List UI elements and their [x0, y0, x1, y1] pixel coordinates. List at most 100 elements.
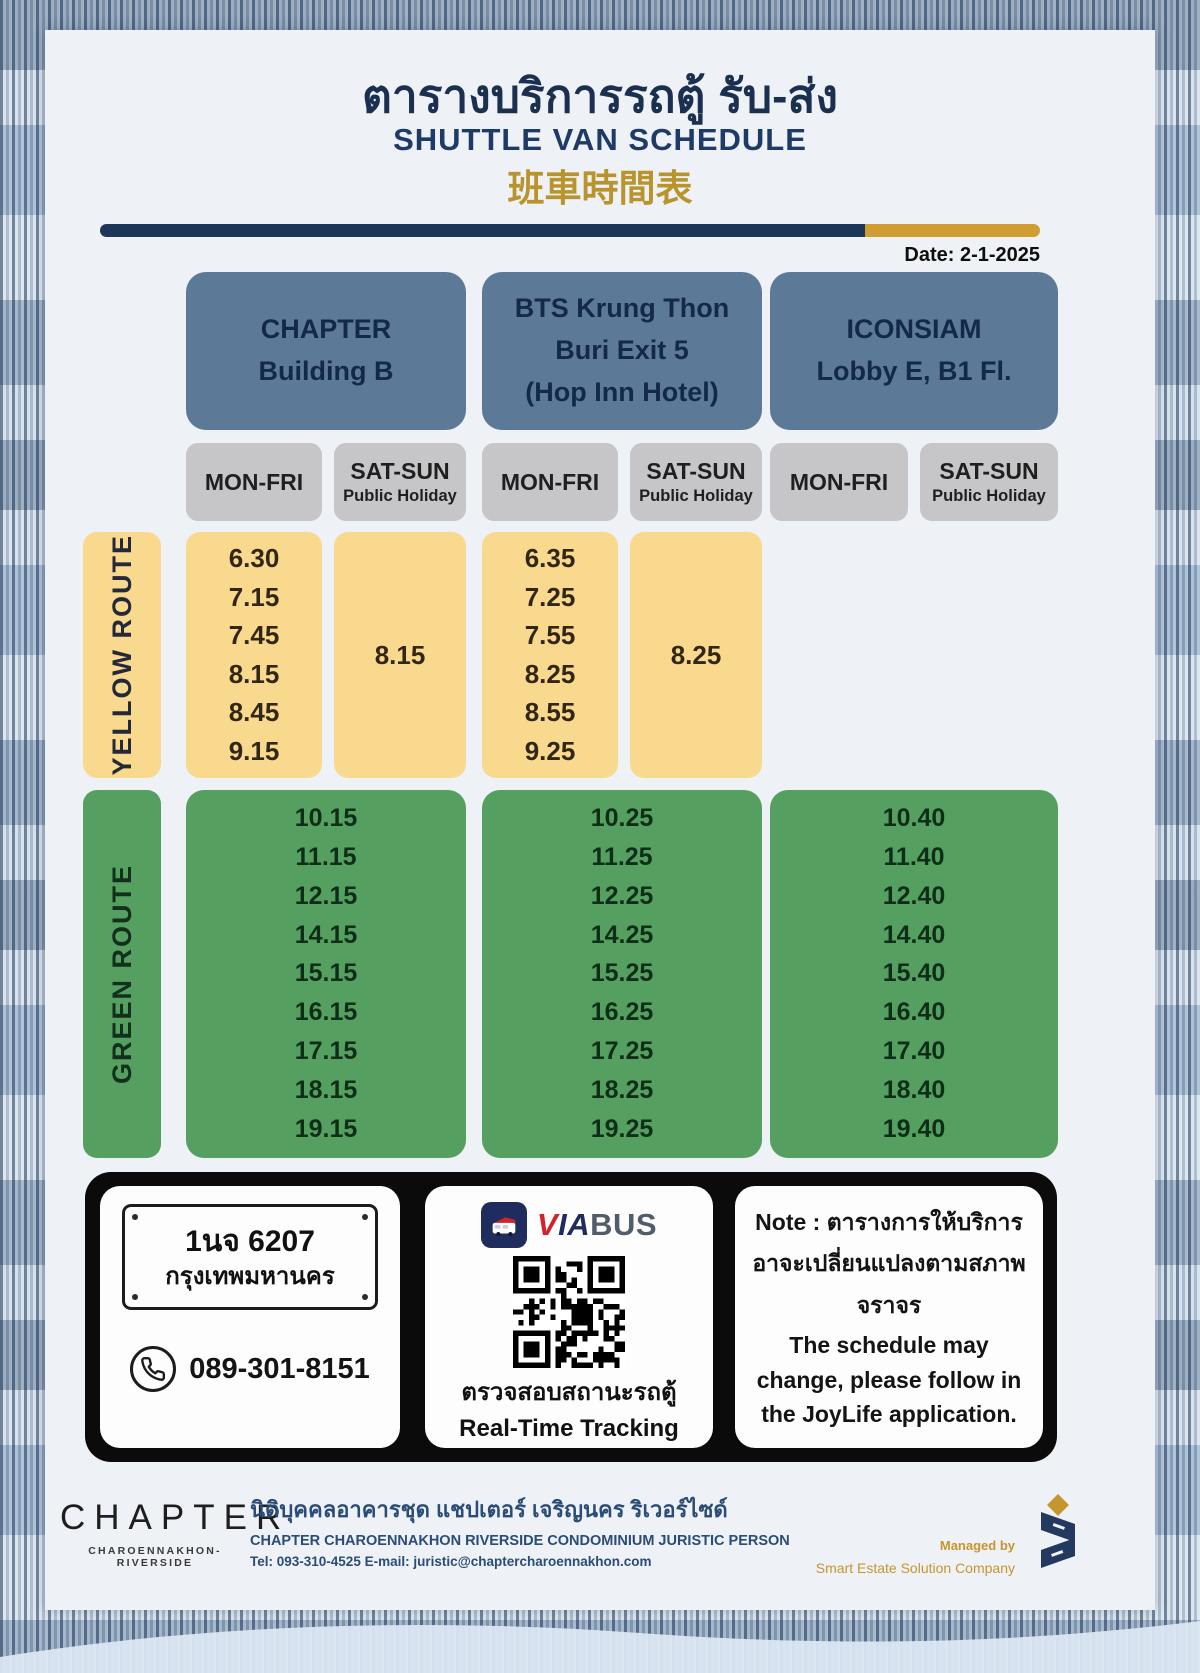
plate-province: กรุงเทพมหานคร: [165, 1262, 335, 1290]
day-header-sublabel: Public Holiday: [932, 487, 1046, 505]
yellow-route-label-text: YELLOW ROUTE: [106, 534, 137, 776]
managed-by-company: Smart Estate Solution Company: [815, 1560, 1015, 1576]
viabus-wordmark-v: V: [536, 1207, 559, 1242]
viabus-wordmark-ia: IA: [558, 1207, 591, 1242]
day-header-sublabel: Public Holiday: [343, 487, 457, 505]
day-header-bts-weekday: MON-FRI: [482, 443, 618, 521]
day-header-iconsiam-weekend: SAT-SUN Public Holiday: [920, 443, 1058, 521]
title-thai: ตารางบริการรถตู้ รับ-ส่ง: [362, 70, 838, 122]
divider-bar: [100, 224, 1040, 237]
day-header-iconsiam-weekday: MON-FRI: [770, 443, 908, 521]
time-value: 15.25: [590, 959, 654, 988]
green-times-iconsiam: 10.40 11.40 12.40 14.40 15.40 16.40 17.40 18.40…: [770, 790, 1058, 1158]
bottom-wave-decoration: [0, 1621, 1200, 1673]
time-value: 11.25: [591, 842, 653, 871]
green-route-label: GREEN ROUTE: [83, 790, 161, 1158]
day-header-sublabel: Public Holiday: [639, 487, 753, 505]
plate-number: 1นจ 6207: [185, 1224, 315, 1258]
time-value: 14.15: [294, 920, 358, 949]
time-value: 11.40: [883, 842, 945, 871]
plate-bolt: [362, 1294, 368, 1300]
smart-estate-logo: [1041, 1494, 1075, 1568]
time-value: 7.15: [228, 581, 280, 612]
time-value: 17.15: [294, 1037, 358, 1066]
info-band: 1นจ 6207 กรุงเทพมหานคร 089-301-8151: [85, 1172, 1057, 1462]
plate-bolt: [132, 1214, 138, 1220]
time-value: 16.40: [882, 998, 946, 1027]
juristic-name-english: CHAPTER CHAROENNAKHON RIVERSIDE CONDOMIN…: [250, 1533, 790, 1549]
time-value: 18.40: [882, 1076, 946, 1105]
plate-bolt: [362, 1214, 368, 1220]
van-info-card: 1นจ 6207 กรุงเทพมหานคร 089-301-8151: [100, 1186, 400, 1448]
qr-finder-patterns: [513, 1256, 625, 1368]
day-header-label: MON-FRI: [500, 468, 600, 495]
yellow-times-bts-weekday: 6.35 7.25 7.55 8.25 8.55 9.25: [482, 532, 618, 778]
note-card: Note : ตารางการให้บริการ อาจะเปลี่ยนแปลง…: [735, 1186, 1043, 1448]
time-value: 8.25: [524, 658, 576, 689]
managed-by-block: Managed by Smart Estate Solution Company: [785, 1538, 1015, 1576]
time-value: 17.25: [590, 1037, 654, 1066]
time-value: 8.45: [228, 697, 280, 728]
green-route-label-text: GREEN ROUTE: [106, 863, 137, 1085]
time-value: 6.35: [524, 543, 576, 574]
time-value: 19.40: [882, 1115, 946, 1144]
viabus-brand-row: VIABUS: [425, 1202, 713, 1248]
location-header-iconsiam: ICONSIAM Lobby E, B1 Fl.: [770, 272, 1058, 430]
green-times-chapter: 10.15 11.15 12.15 14.15 15.15 16.15 17.15 18.15…: [186, 790, 466, 1158]
managed-by-label: Managed by: [939, 1538, 1015, 1553]
day-header-chapter-weekend: SAT-SUN Public Holiday: [334, 443, 466, 521]
title-english: SHUTTLE VAN SCHEDULE: [393, 122, 807, 157]
note-text-thai: Note : ตารางการให้บริการ อาจะเปลี่ยนแปลง…: [752, 1209, 1026, 1318]
time-value: 15.15: [294, 959, 358, 988]
yellow-times-chapter-weekday: 6.30 7.15 7.45 8.15 8.45 9.15: [186, 532, 322, 778]
phone-icon: [130, 1346, 177, 1392]
time-value: 11.15: [295, 842, 357, 871]
day-header-label: SAT-SUN: [646, 458, 746, 484]
tracking-label-english: Real-Time Tracking: [459, 1415, 679, 1442]
time-value: 16.25: [590, 998, 654, 1027]
time-value: 8.55: [524, 697, 576, 728]
yellow-times-bts-weekend: 8.25: [630, 532, 762, 778]
day-header-label: SAT-SUN: [939, 458, 1039, 484]
time-value: 8.15: [228, 658, 280, 689]
day-header-label: MON-FRI: [204, 468, 304, 495]
tracking-label-thai: ตรวจสอบสถานะรถตู้: [461, 1379, 677, 1406]
day-header-chapter-weekday: MON-FRI: [186, 443, 322, 521]
time-value: 12.40: [882, 881, 946, 910]
plate-bolt: [132, 1294, 138, 1300]
title-chinese: 班車時間表: [507, 168, 693, 209]
time-value: 9.25: [524, 735, 576, 766]
time-value: 8.15: [374, 639, 426, 670]
time-value: 19.25: [590, 1115, 654, 1144]
time-value: 7.55: [524, 620, 576, 651]
time-value: 6.30: [228, 543, 280, 574]
time-value: 16.15: [294, 998, 358, 1027]
chapter-logo-wordmark: CHAPTER: [60, 1498, 291, 1537]
time-value: 12.25: [590, 881, 654, 910]
juristic-contact: Tel: 093-310-4525 E-mail: juristic@chapt…: [250, 1554, 652, 1569]
time-value: 17.40: [882, 1037, 946, 1066]
date-label: Date: 2-1-2025: [904, 244, 1040, 266]
yellow-times-chapter-weekend: 8.15: [334, 532, 466, 778]
day-header-bts-weekend: SAT-SUN Public Holiday: [630, 443, 762, 521]
viabus-app-icon: [480, 1202, 527, 1248]
license-plate: 1นจ 6207 กรุงเทพมหานคร: [122, 1204, 378, 1310]
viabus-wordmark-bus: BUS: [590, 1207, 658, 1242]
juristic-name-thai: นิติบุคคลอาคารชุด แชปเตอร์ เจริญนคร ริเว…: [250, 1497, 728, 1522]
phone-row: 089-301-8151: [100, 1346, 400, 1392]
time-value: 14.25: [590, 920, 654, 949]
time-value: 15.40: [882, 959, 946, 988]
viabus-wordmark: VIABUS: [537, 1207, 657, 1243]
time-value: 10.25: [590, 803, 654, 832]
time-value: 14.40: [882, 920, 946, 949]
time-value: 9.15: [228, 735, 280, 766]
yellow-route-label: YELLOW ROUTE: [83, 532, 161, 778]
time-value: 8.25: [670, 639, 722, 670]
time-value: 18.25: [590, 1076, 654, 1105]
time-value: 7.45: [228, 620, 280, 651]
time-value: 19.15: [294, 1115, 358, 1144]
juristic-info-block: นิติบุคคลอาคารชุด แชปเตอร์ เจริญนคร ริเว…: [250, 1492, 790, 1569]
tracking-card: VIABUS ตรวจสอบสถานะรถตู้ Real-Time Track…: [425, 1186, 713, 1448]
time-value: 10.40: [882, 803, 946, 832]
